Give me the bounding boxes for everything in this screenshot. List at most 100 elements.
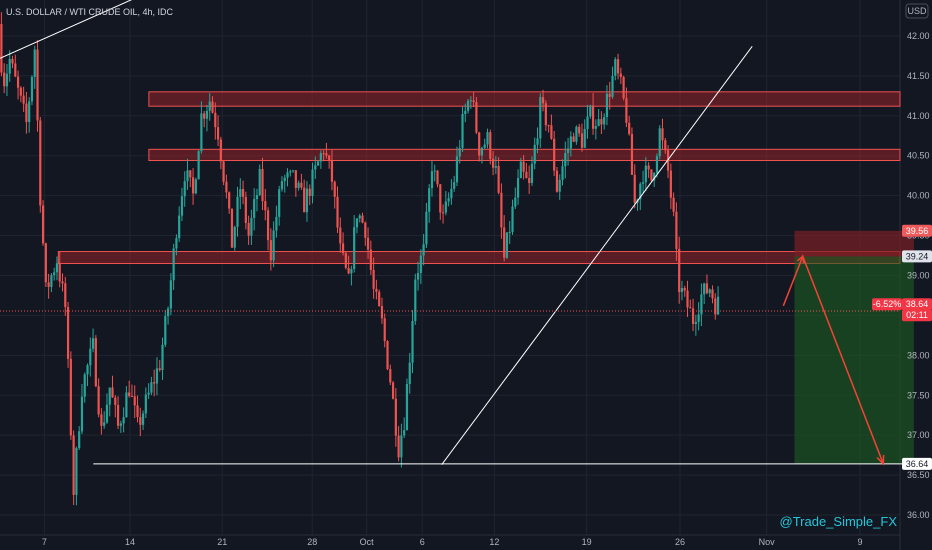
candle-body xyxy=(225,181,228,193)
candle-body xyxy=(400,435,403,458)
candle-body xyxy=(664,140,667,151)
candlesticks xyxy=(0,12,720,506)
candle-body xyxy=(14,63,17,77)
candle-body xyxy=(594,126,597,129)
stop-loss-area xyxy=(794,230,914,257)
candle-body xyxy=(428,188,431,212)
candle-body xyxy=(522,161,525,172)
candle-body xyxy=(247,222,250,236)
candle-body xyxy=(611,75,614,97)
candle-body xyxy=(158,368,161,371)
candle-body xyxy=(364,222,367,238)
candle-body xyxy=(430,171,434,189)
candle-body xyxy=(41,205,45,244)
candle-body xyxy=(108,387,111,405)
candle-body xyxy=(641,182,645,184)
candle-body xyxy=(369,249,372,270)
candle-body xyxy=(283,177,286,182)
candle-body xyxy=(622,76,625,99)
candle-body xyxy=(716,296,720,315)
candle-body xyxy=(186,170,189,182)
candle-body xyxy=(591,105,595,129)
candle-body xyxy=(633,174,636,203)
candle-body xyxy=(94,338,97,387)
candle-body xyxy=(672,197,675,212)
candle-body xyxy=(253,199,256,218)
candle-body xyxy=(166,308,170,317)
candle-body xyxy=(291,170,295,172)
candle-body xyxy=(544,103,547,126)
time-tick-label: 26 xyxy=(675,537,685,547)
currency-button[interactable]: USD xyxy=(905,3,929,19)
candle-body xyxy=(308,188,311,196)
candle-body xyxy=(644,165,647,183)
candle-body xyxy=(22,95,25,104)
candle-body xyxy=(658,128,661,157)
candle-body xyxy=(519,161,522,179)
candle-body xyxy=(316,161,320,166)
take-profit-area xyxy=(794,256,914,464)
candle-body xyxy=(339,227,342,244)
candle-body xyxy=(66,307,70,359)
candle-body xyxy=(250,217,253,236)
candle-body xyxy=(241,189,245,197)
candle-body xyxy=(28,101,31,123)
candle-body xyxy=(111,387,114,398)
trend-lines xyxy=(0,0,930,466)
candle-body xyxy=(36,49,39,121)
candle-body xyxy=(444,201,447,213)
candle-body xyxy=(294,170,297,188)
candle-body xyxy=(500,192,503,228)
candle-body xyxy=(514,197,517,207)
candle-body xyxy=(219,139,222,162)
currency-label: USD xyxy=(907,6,927,16)
candle-body xyxy=(53,272,56,276)
candle-body xyxy=(378,291,381,306)
short-position-box[interactable] xyxy=(794,230,914,464)
symbol-title: U.S. DOLLAR / WTI CRUDE OIL, 4h, IDC xyxy=(6,7,174,17)
candle-body xyxy=(341,243,345,254)
candle-body xyxy=(175,238,178,249)
candle-body xyxy=(130,395,134,397)
candle-body xyxy=(530,163,534,184)
candle-body xyxy=(103,422,106,426)
resistance-zone xyxy=(148,148,901,161)
candle-body xyxy=(447,198,450,202)
candle-body xyxy=(680,288,684,292)
candle-body xyxy=(697,314,700,322)
candle-body xyxy=(311,169,314,196)
candle-body xyxy=(572,136,575,142)
candle-body xyxy=(436,170,439,185)
candle-body xyxy=(194,179,197,194)
candle-body xyxy=(75,448,78,495)
time-tick-label: 19 xyxy=(582,537,592,547)
candle-body xyxy=(375,288,378,292)
price-tick-label: 41.00 xyxy=(907,111,930,121)
candle-body xyxy=(372,269,375,289)
candle-body xyxy=(300,182,303,188)
price-tick-label: 40.50 xyxy=(907,151,930,161)
candle-body xyxy=(233,226,236,248)
candle-body xyxy=(44,243,47,283)
candle-body xyxy=(153,382,156,384)
candle-body xyxy=(191,177,195,194)
candle-body xyxy=(289,171,292,173)
candle-body xyxy=(203,113,206,119)
candle-body xyxy=(100,414,103,426)
candle-body xyxy=(472,100,475,103)
time-axis[interactable]: 7 14 21 28 Oct 6 12 19 26 Nov 9 xyxy=(42,537,863,547)
candle-body xyxy=(272,230,275,261)
candle-body xyxy=(305,188,309,213)
candle-body xyxy=(491,158,495,168)
candle-body xyxy=(228,192,231,209)
candle-body xyxy=(269,240,272,261)
price-badge-text: 36.64 xyxy=(906,459,929,469)
price-badge-text: 38.64 xyxy=(906,299,929,309)
candle-body xyxy=(441,212,445,214)
candle-body xyxy=(703,283,706,295)
candle-body xyxy=(425,211,428,245)
candle-body xyxy=(625,98,628,123)
candle-body xyxy=(411,321,414,363)
candle-body xyxy=(458,147,461,157)
